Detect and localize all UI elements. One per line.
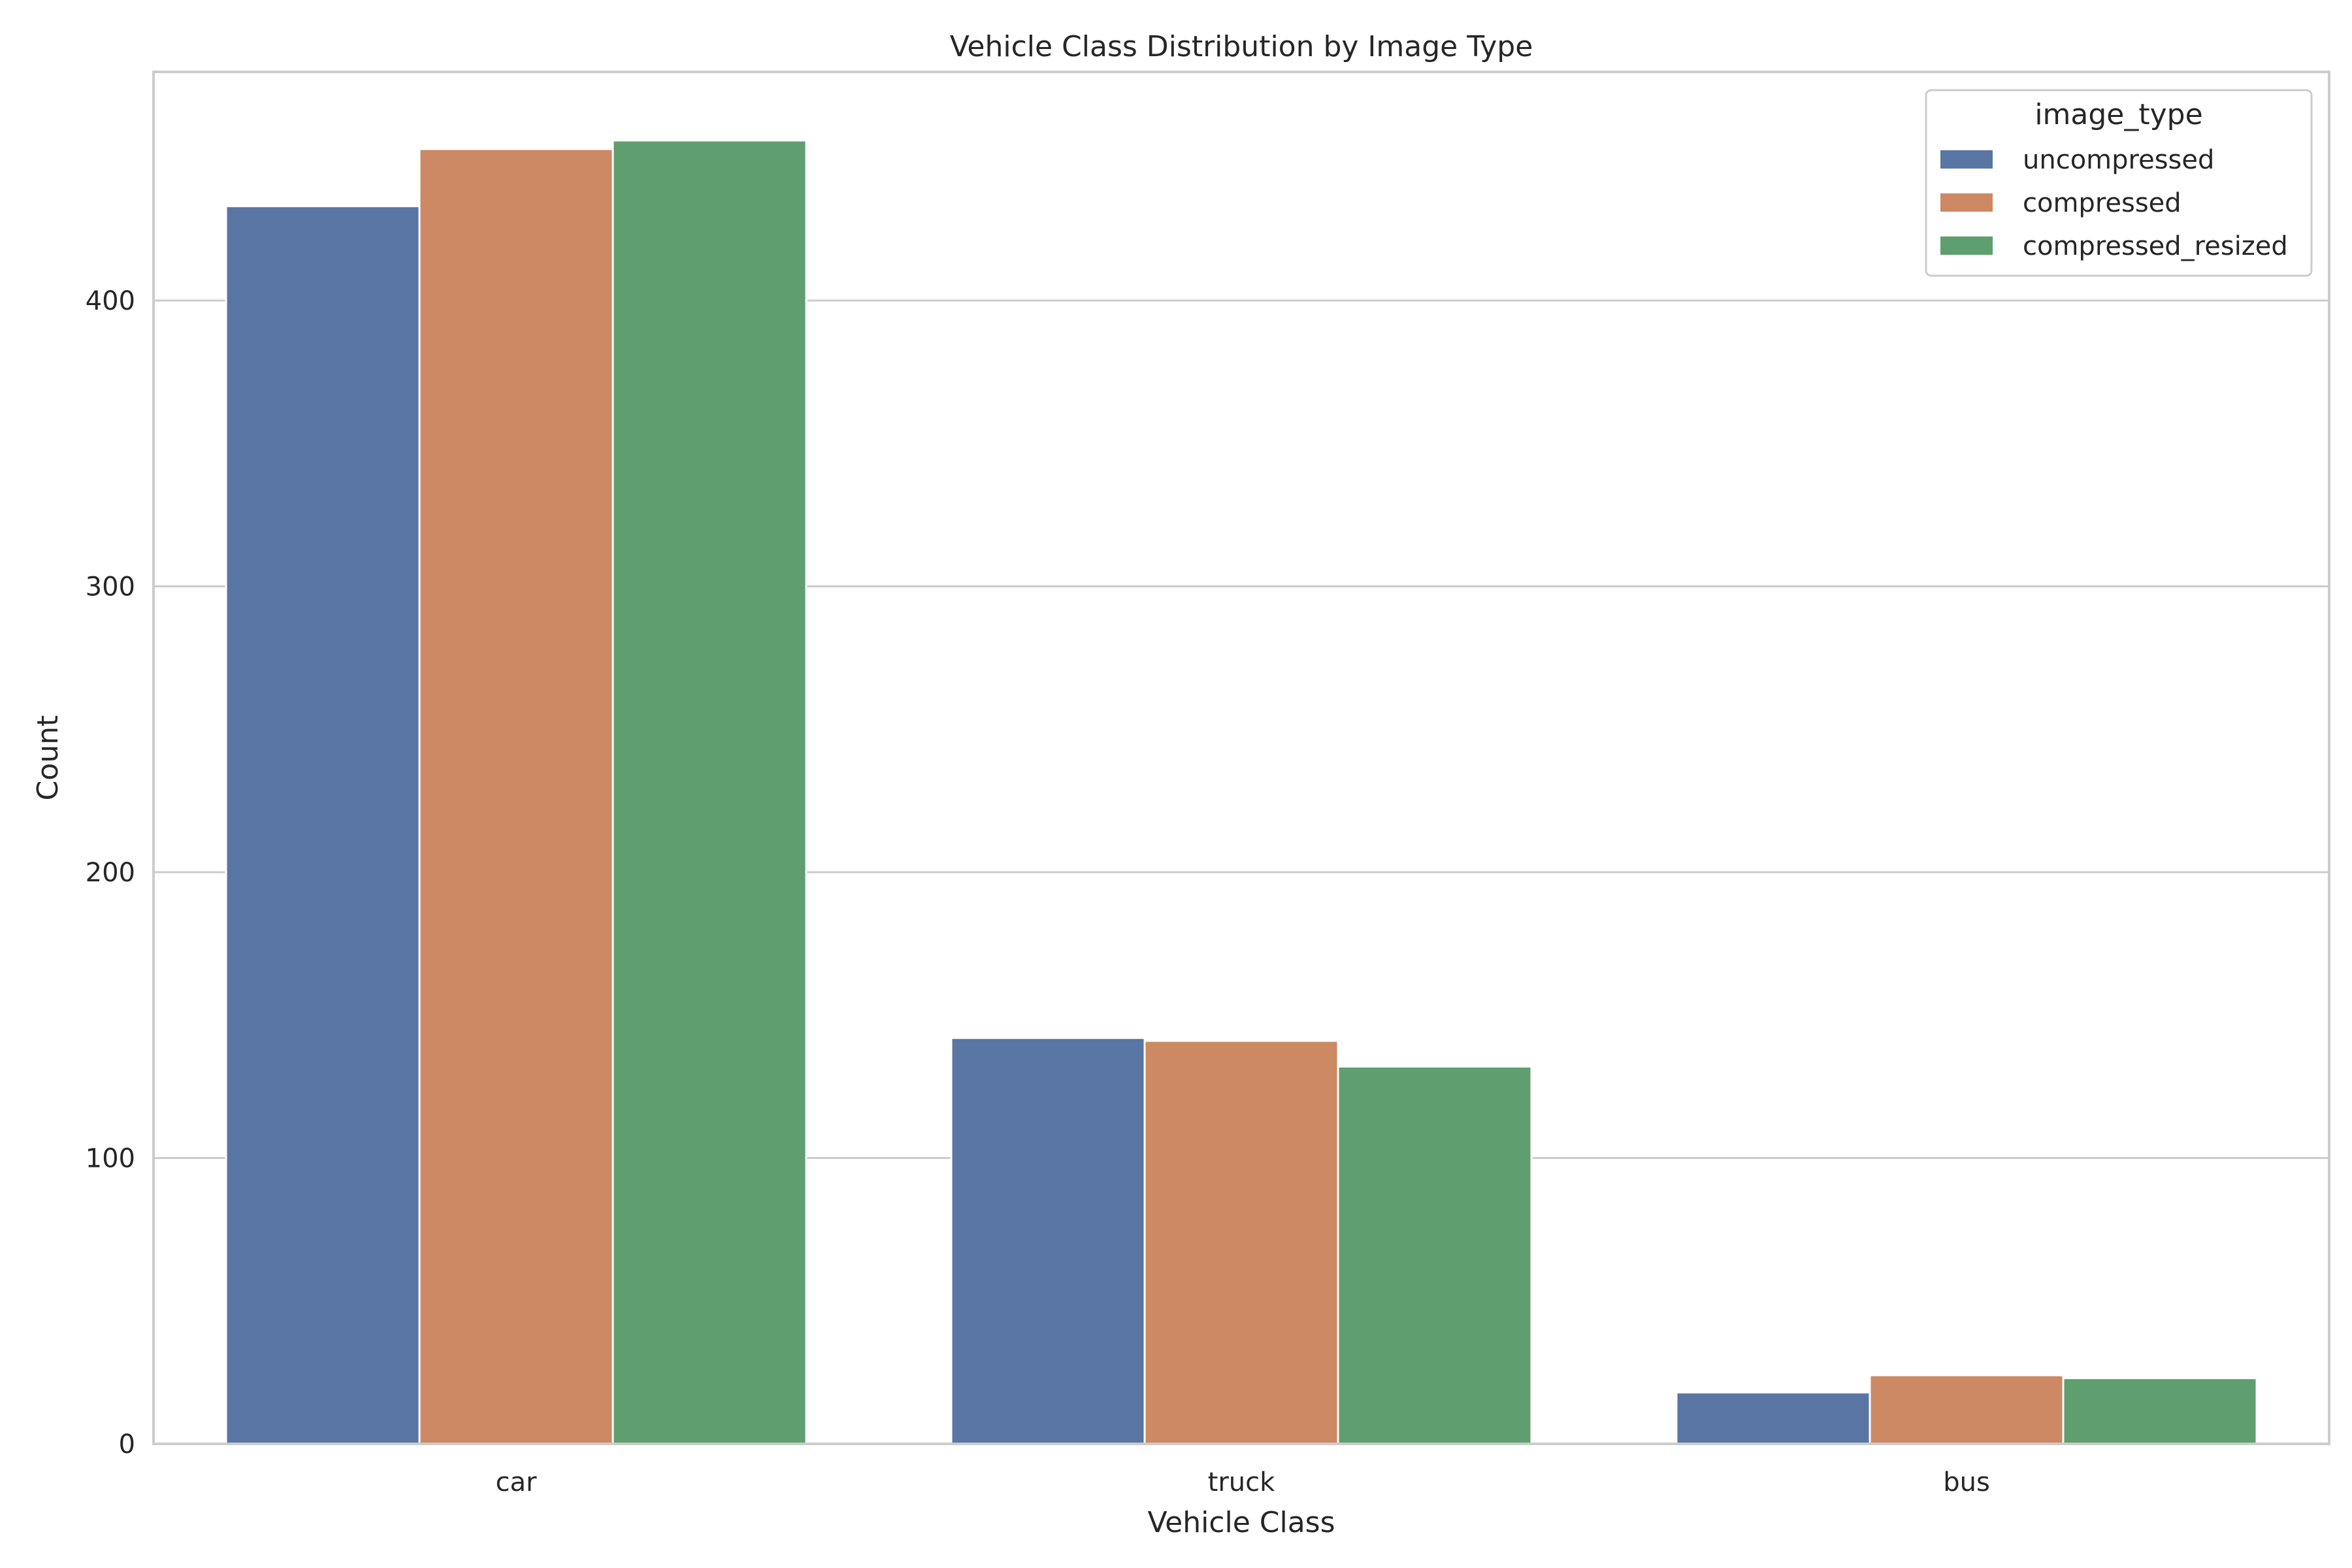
legend-swatch-compressed [1940, 193, 1993, 212]
legend-box [1925, 89, 2313, 277]
legend-items: uncompressed compressed compressed_resized [1940, 145, 2288, 261]
bar-car-compressed_resized [612, 139, 808, 1445]
x-tick-label-truck: truck [1208, 1467, 1275, 1497]
y-axis-label: Count [31, 715, 65, 801]
bar-bus-uncompressed [1675, 1391, 1871, 1445]
bar-truck-uncompressed [950, 1037, 1146, 1445]
bar-truck-compressed_resized [1337, 1066, 1533, 1445]
bar-car-uncompressed [225, 205, 421, 1445]
bar-bus-compressed_resized [2062, 1377, 2258, 1445]
plot-frame [152, 71, 2330, 1445]
legend-swatch-uncompressed [1940, 150, 1993, 169]
legend-label-compressed: compressed [2023, 188, 2181, 218]
y-tick-label-400: 400 [86, 286, 135, 316]
legend-title: image_type [2034, 98, 2202, 131]
y-tick-label-200: 200 [86, 858, 135, 888]
y-tick-labels: 0 100 200 300 400 [86, 286, 135, 1460]
bars [225, 139, 2258, 1445]
bar-truck-compressed [1143, 1039, 1339, 1445]
y-tick-label-100: 100 [86, 1144, 135, 1174]
y-tick-label-0: 0 [119, 1429, 135, 1460]
legend: image_type uncompressed compressed compres… [1925, 89, 2313, 277]
legend-label-compressed_resized: compressed_resized [2023, 231, 2288, 261]
bar-bus-compressed [1869, 1374, 2065, 1445]
y-tick-label-300: 300 [86, 572, 135, 602]
x-axis-label: Vehicle Class [1147, 1506, 1335, 1539]
legend-swatch-compressed_resized [1940, 237, 1993, 255]
x-tick-label-car: car [496, 1467, 538, 1497]
x-tick-label-bus: bus [1943, 1467, 1990, 1497]
bar-car-compressed [418, 148, 614, 1445]
legend-label-uncompressed: uncompressed [2023, 145, 2214, 175]
chart-title: Vehicle Class Distribution by Image Type [950, 30, 1533, 63]
x-tick-labels: car truck bus [496, 1467, 1990, 1497]
